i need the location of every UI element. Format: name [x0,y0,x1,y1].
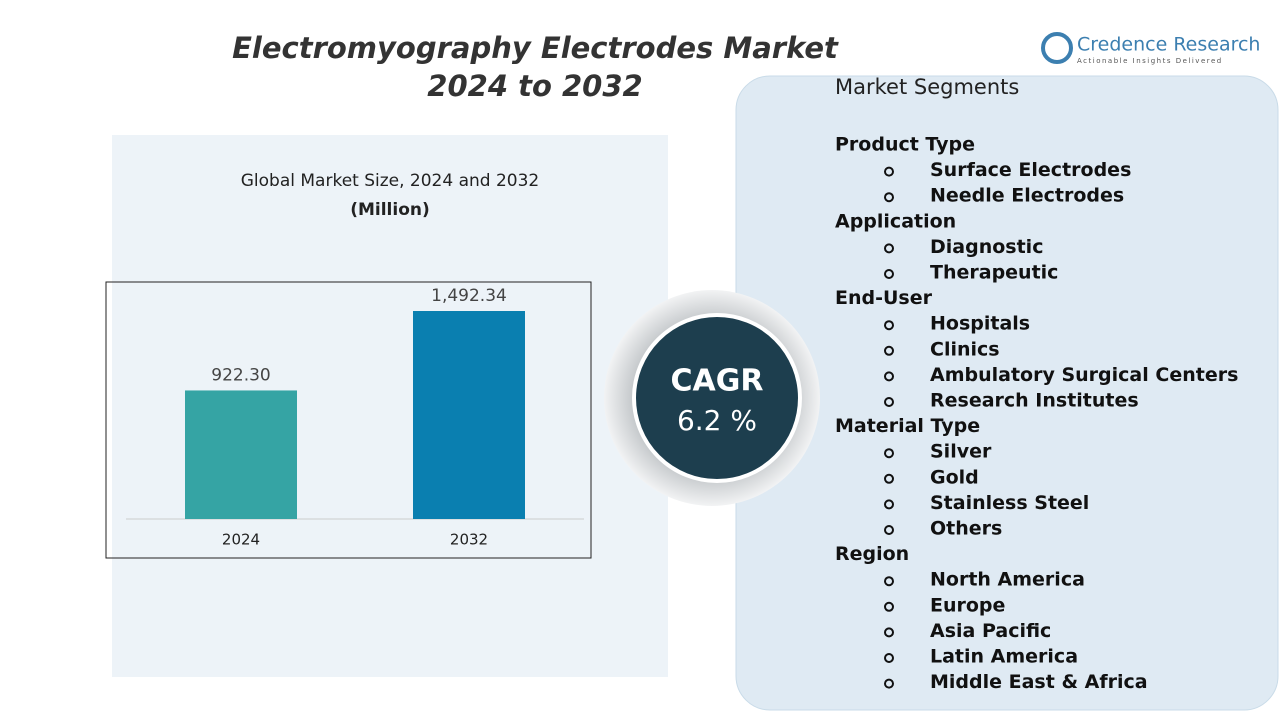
value-label: 922.30 [211,365,270,385]
segment-item: Therapeutic [930,262,1058,284]
cagr-value: 6.2 % [677,404,757,437]
bullet [884,192,894,203]
value-label: 1,492.34 [431,286,507,306]
bullet [884,243,894,254]
segment-item: Clinics [930,338,1000,360]
bar [413,311,525,519]
bullet [884,269,894,279]
bullet [884,653,894,663]
x-tick-label: 2024 [222,531,260,549]
x-tick-label: 2032 [450,531,488,549]
bullet [884,576,894,587]
segment-item: Middle East & Africa [930,671,1148,693]
segment-heading: Product Type [835,134,975,156]
segment-item: Others [930,518,1002,540]
bullet [884,345,894,356]
bullet [884,397,894,407]
segment-item: Asia Pacific [930,620,1051,642]
segment-item: North America [930,569,1085,591]
segments-title: Market Segments [835,75,1019,99]
segment-item: Hospitals [930,313,1030,335]
bullet [884,448,894,459]
title-line: 2024 to 2032 [427,69,642,103]
bullet [884,627,894,638]
chart-subtitle: (Million) [350,200,430,220]
chart-frame [105,281,592,559]
segment-item: Ambulatory Surgical Centers [930,364,1238,386]
cagr-circle [632,313,802,483]
segment-item: Research Institutes [930,390,1139,412]
segment-item: Silver [930,441,992,463]
segment-item: Europe [930,594,1005,616]
bullet [884,166,894,177]
bullet [884,320,894,331]
segment-item: Diagnostic [930,236,1043,258]
bullet [884,525,894,535]
logo: Credence Research Actionable Insights De… [1041,32,1260,65]
segment-item: Latin America [930,646,1078,668]
logo-name: Credence Research [1077,34,1260,56]
bullet [884,601,894,612]
logo-icon [1041,32,1073,64]
chart-title: Global Market Size, 2024 and 2032 [241,171,540,191]
segment-heading: Material Type [835,415,980,437]
bullet [884,473,894,484]
bullet [884,678,894,689]
title-line: Electromyography Electrodes Market [232,31,839,65]
bar [185,390,297,519]
segment-heading: Application [835,210,956,232]
segment-item: Stainless Steel [930,492,1089,514]
segment-heading: End-User [835,287,933,309]
bullet [884,499,894,510]
segment-item: Surface Electrodes [930,159,1131,181]
cagr-label: CAGR [671,364,764,399]
logo-tagline: Actionable Insights Delivered [1077,57,1223,65]
segment-heading: Region [835,543,909,565]
bullet [884,371,894,382]
segment-item: Needle Electrodes [930,185,1124,207]
segment-item: Gold [930,466,979,488]
